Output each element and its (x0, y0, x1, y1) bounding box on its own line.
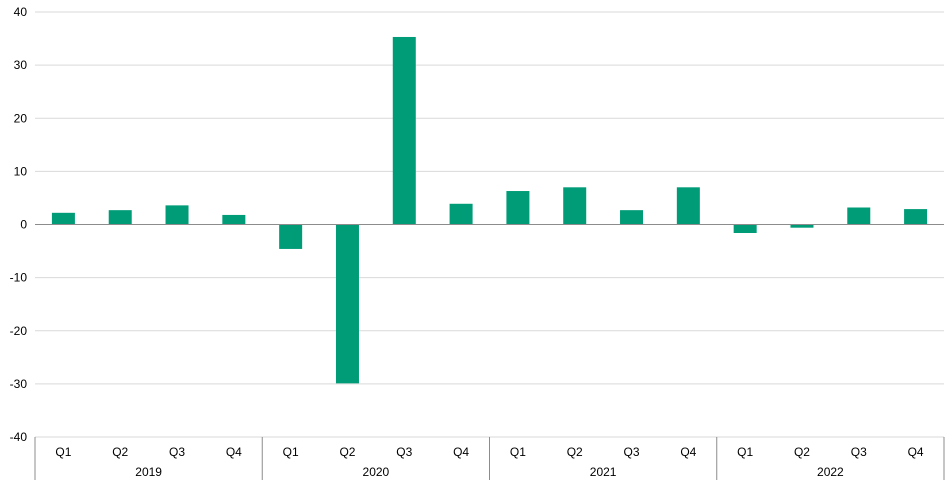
y-tick-label: 20 (14, 111, 28, 125)
bar (904, 209, 928, 225)
quarter-label: Q3 (851, 445, 867, 459)
quarter-label: Q4 (680, 445, 696, 459)
x-axis-category-labels: Q1 Q2 Q3 Q4 2019 Q1 Q2 Q3 Q4 2020 Q1 Q2 Q3 Q4 2021 Q1 Q2… (55, 445, 924, 479)
bar (449, 203, 473, 225)
bar (676, 187, 700, 225)
bar (392, 36, 416, 225)
quarter-label: Q3 (169, 445, 185, 459)
bar (620, 210, 644, 225)
year-label: 2019 (135, 465, 162, 479)
quarter-label: Q4 (226, 445, 242, 459)
axes (34, 224, 945, 480)
quarter-label: Q1 (55, 445, 71, 459)
bars (51, 36, 928, 384)
y-tick-label: -20 (10, 324, 28, 338)
bar (165, 205, 189, 225)
quarter-label: Q1 (283, 445, 299, 459)
bar (51, 212, 75, 225)
bar (335, 224, 359, 384)
year-label: 2022 (817, 465, 844, 479)
year-label: 2021 (590, 465, 617, 479)
y-tick-label: -10 (10, 271, 28, 285)
quarter-label: Q2 (112, 445, 128, 459)
bar (847, 207, 871, 225)
gridlines (35, 11, 944, 438)
y-tick-label: 10 (14, 164, 28, 178)
bar (563, 187, 587, 225)
quarter-label: Q2 (567, 445, 583, 459)
quarter-label: Q2 (794, 445, 810, 459)
quarter-label: Q1 (737, 445, 753, 459)
quarter-label: Q3 (624, 445, 640, 459)
quarter-label: Q4 (453, 445, 469, 459)
bar (279, 224, 303, 249)
y-tick-label: -30 (10, 377, 28, 391)
quarter-label: Q2 (339, 445, 355, 459)
quarter-label: Q3 (396, 445, 412, 459)
y-tick-label: -40 (10, 430, 28, 444)
y-axis-tick-labels: 40 30 20 10 0 -10 -20 -30 -40 (10, 5, 28, 444)
y-tick-label: 0 (20, 218, 27, 232)
y-tick-label: 30 (14, 58, 28, 72)
year-label: 2020 (363, 465, 390, 479)
bar (506, 191, 530, 225)
bar (733, 224, 757, 233)
bar (222, 214, 246, 225)
quarter-label: Q1 (510, 445, 526, 459)
bar (790, 224, 814, 228)
bar (108, 210, 132, 225)
quarter-label: Q4 (908, 445, 924, 459)
y-tick-label: 40 (14, 5, 28, 19)
